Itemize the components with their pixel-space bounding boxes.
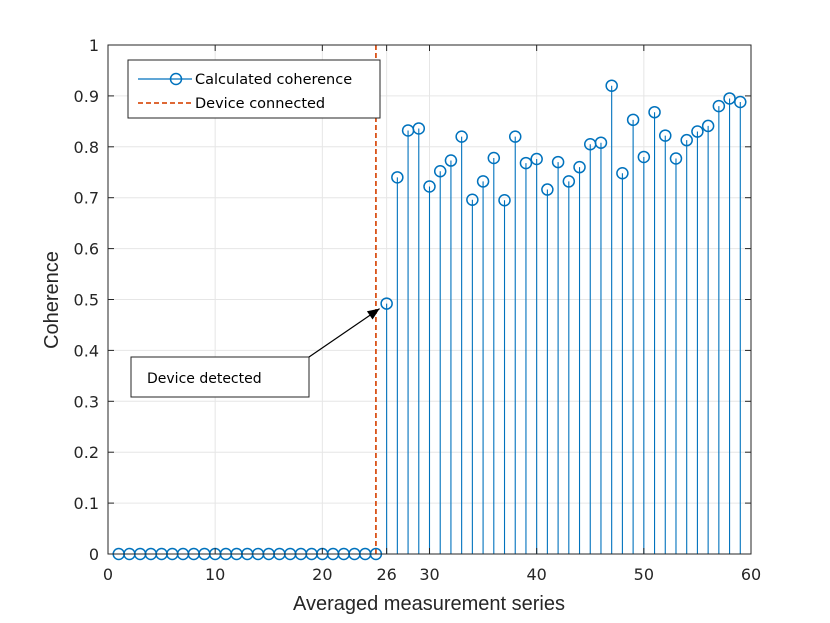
x-tick-label: 30 xyxy=(419,565,439,584)
stem-marker xyxy=(455,130,468,143)
x-tick-label: 10 xyxy=(205,565,225,584)
stem-marker xyxy=(573,160,586,174)
stem-marker xyxy=(487,151,501,165)
x-tick-label: 26 xyxy=(376,565,396,584)
y-tick-label: 0 xyxy=(89,545,99,564)
x-tick-label: 0 xyxy=(103,565,113,584)
y-tick-label: 0.8 xyxy=(74,138,99,157)
annotation-text: Device detected xyxy=(147,371,262,387)
annotation-arrow-head xyxy=(366,308,380,320)
stem-marker xyxy=(712,99,726,113)
stem-marker xyxy=(691,125,704,138)
stem-marker xyxy=(476,175,490,188)
x-axis-label: Averaged measurement series xyxy=(293,593,565,615)
device-detected-annotation: Device detected xyxy=(130,308,380,398)
stem-marker xyxy=(734,95,747,109)
y-tick-label: 0.1 xyxy=(74,494,99,513)
stem-marker xyxy=(669,152,683,165)
stem-marker xyxy=(701,119,715,133)
y-tick-label: 0.4 xyxy=(74,341,99,360)
annotation-box xyxy=(130,356,310,398)
tick-labels: 0 10 20 26 30 40 50 60 0 0.1 0.2 0.3 0.4 0.5 0.6 0.7 0.8… xyxy=(74,36,762,584)
stem-marker xyxy=(616,167,629,180)
legend-label-calculated-coherence: Calculated coherence xyxy=(195,72,352,88)
x-tick-label: 60 xyxy=(741,565,761,584)
stem-marker xyxy=(551,155,565,169)
y-tick-label: 0.5 xyxy=(74,291,99,310)
stem-marker xyxy=(412,122,426,135)
stem-marker xyxy=(508,130,522,143)
stem-marker xyxy=(648,105,661,119)
y-tick-label: 0.2 xyxy=(74,443,99,462)
stem-marker xyxy=(466,193,479,206)
axes-box xyxy=(107,44,752,555)
annotation-arrow-line xyxy=(308,308,380,358)
stem-marker xyxy=(594,136,608,149)
stem-marker xyxy=(605,79,618,92)
stem-marker xyxy=(380,297,393,310)
y-tick-label: 0.3 xyxy=(74,392,99,411)
stem-marker xyxy=(659,129,672,142)
stem-marker xyxy=(723,92,736,105)
stem-marker xyxy=(637,150,651,164)
stem-marker xyxy=(444,154,458,167)
y-tick-label: 0.7 xyxy=(74,189,99,208)
stem-marker xyxy=(626,113,640,127)
stem-marker xyxy=(423,180,436,193)
legend-box xyxy=(127,59,381,119)
y-tick-label: 0.6 xyxy=(74,240,99,259)
x-tick-label: 50 xyxy=(634,565,654,584)
stem-marker xyxy=(433,164,447,178)
y-tick-label: 0.9 xyxy=(74,87,99,106)
stem-marker xyxy=(680,133,693,147)
stem-marker xyxy=(541,183,554,196)
stem-marker xyxy=(498,193,511,207)
legend: Calculated coherence Device connected xyxy=(127,59,381,119)
y-tick-label: 1 xyxy=(89,36,99,55)
legend-label-device-connected: Device connected xyxy=(195,96,325,112)
x-tick-label: 40 xyxy=(526,565,546,584)
y-axis-label: Coherence xyxy=(41,251,63,349)
legend-series-marker-sample xyxy=(169,72,183,86)
stem-marker xyxy=(391,171,404,184)
stem-marker xyxy=(519,156,533,170)
x-tick-label: 20 xyxy=(312,565,332,584)
stem-marker xyxy=(562,175,576,188)
stem-marker xyxy=(530,152,543,166)
